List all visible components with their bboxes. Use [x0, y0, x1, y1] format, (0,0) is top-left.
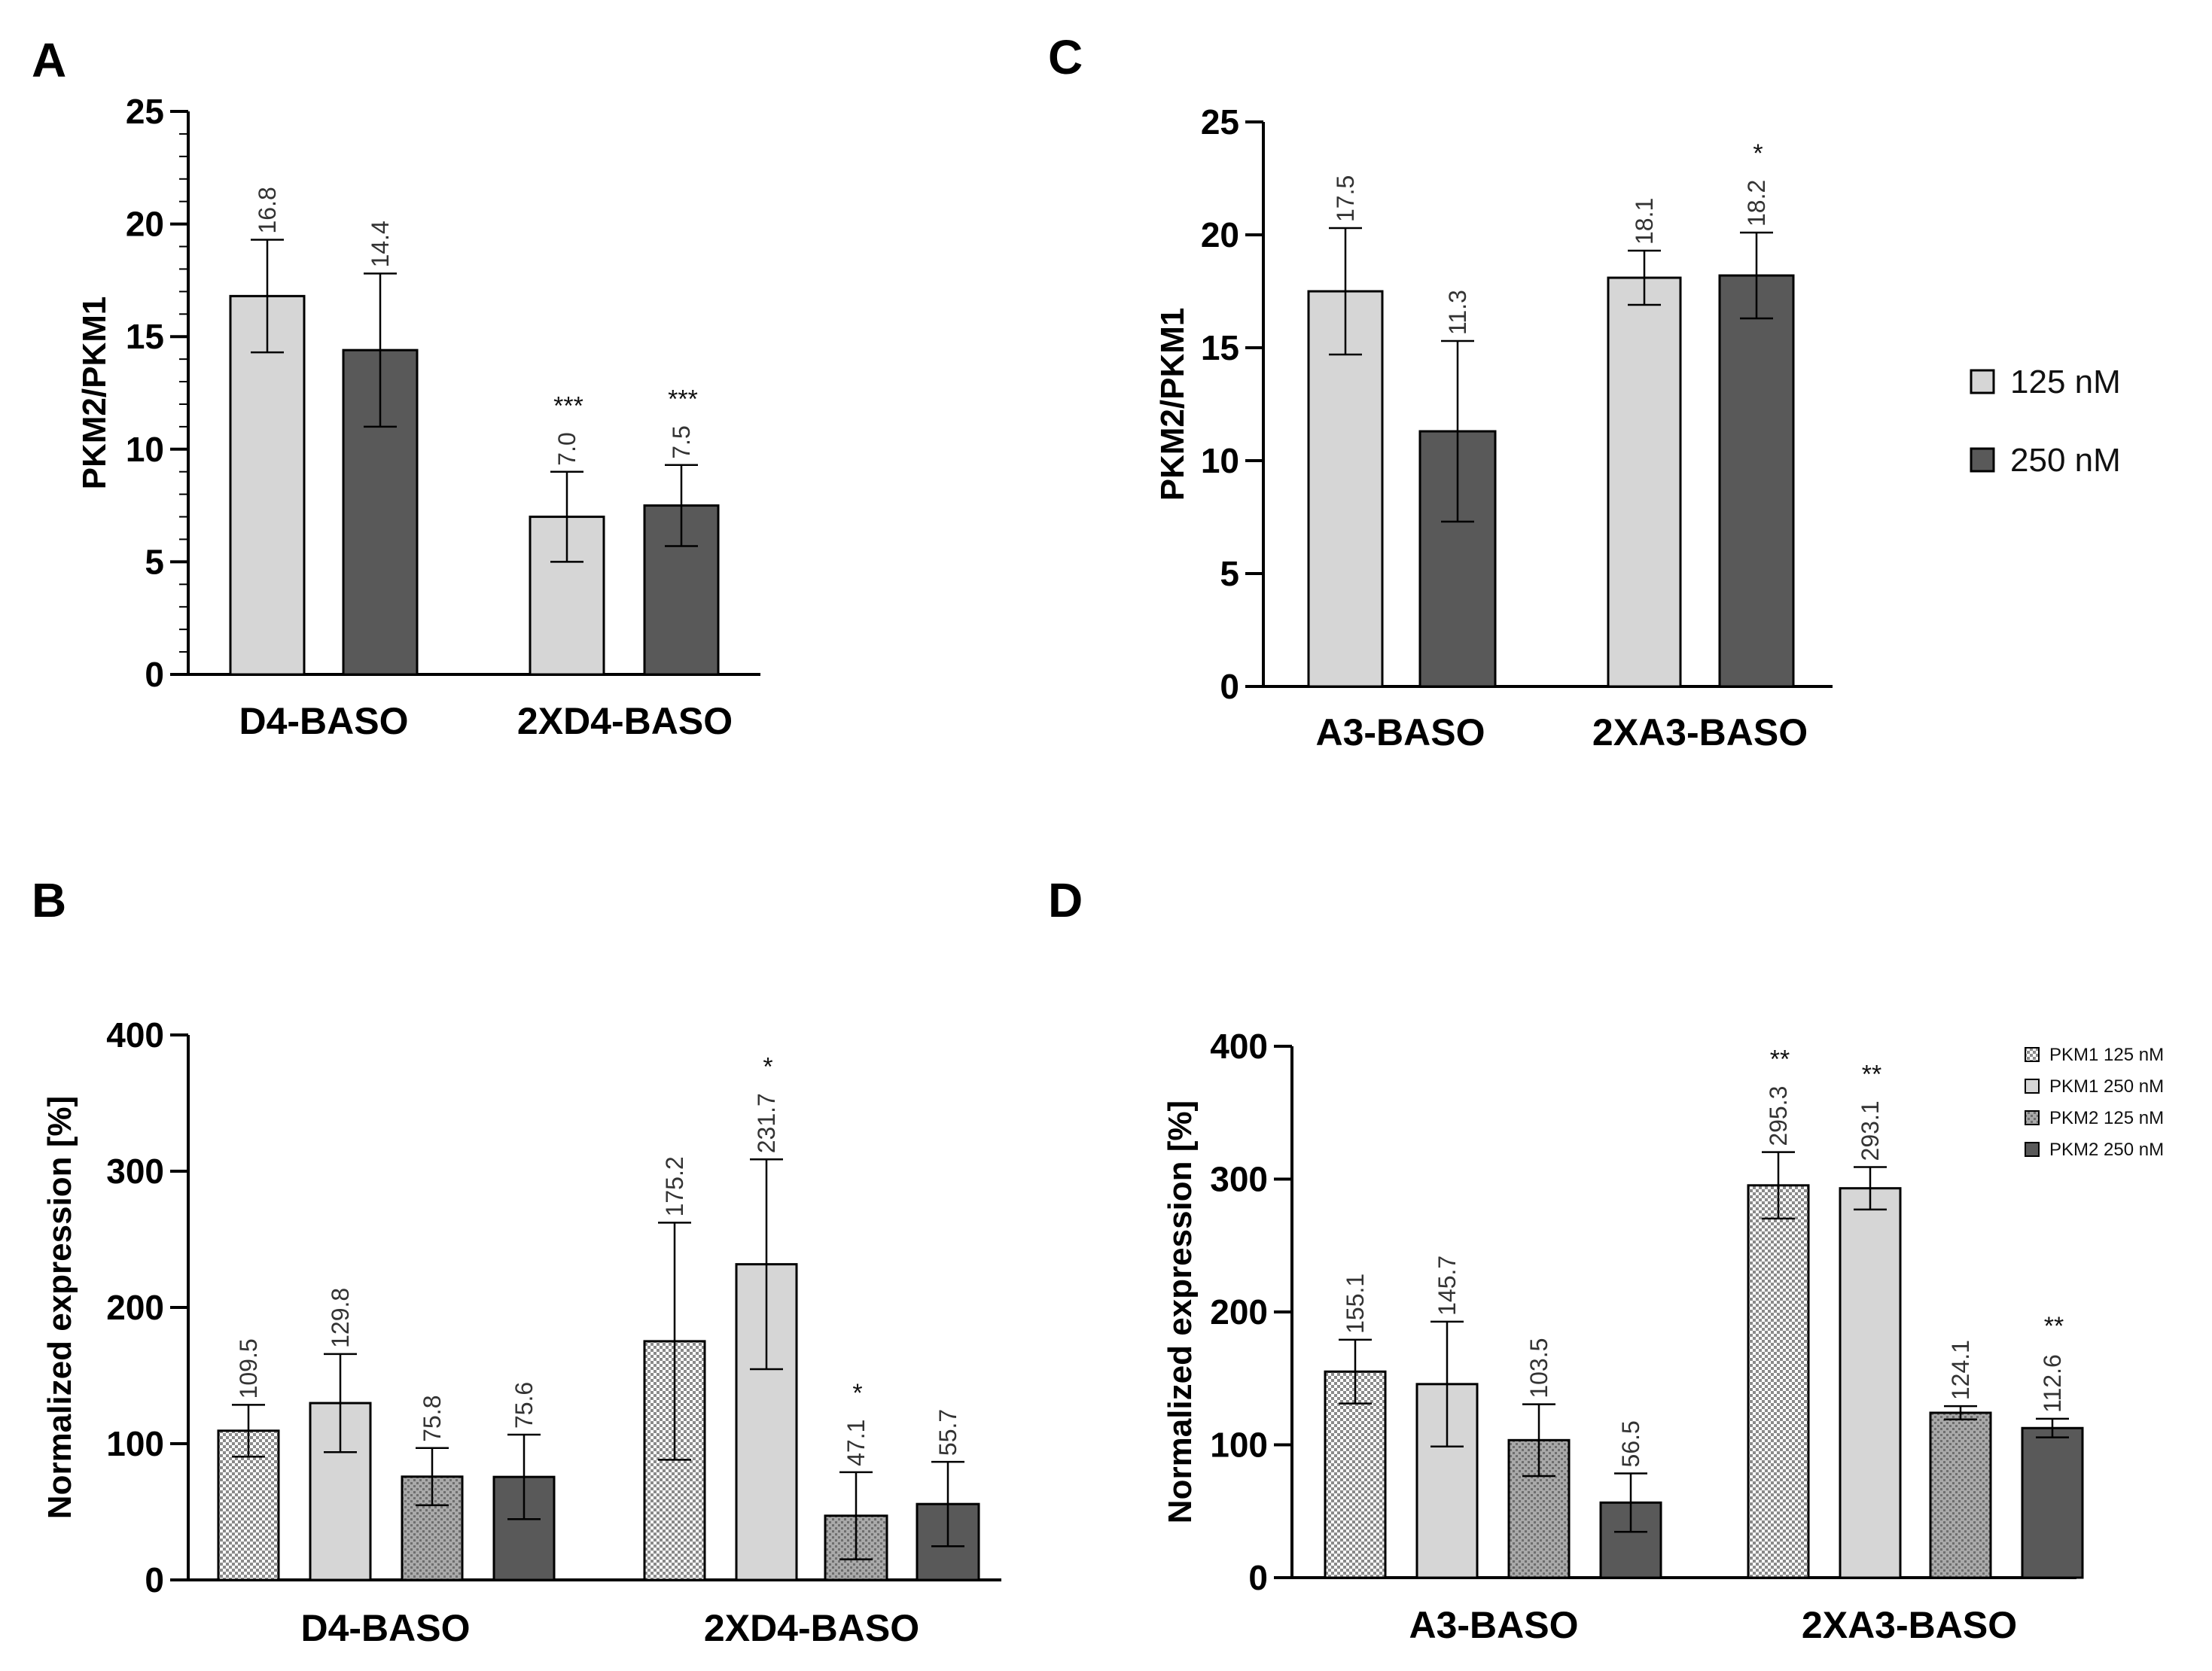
panel-c-ytick-label: 25 — [1201, 102, 1239, 142]
legend-bottom-label-pkm2-125: PKM2 125 nM — [2049, 1108, 2164, 1128]
panel-d-ytick-label: 100 — [1210, 1426, 1268, 1465]
panel-d-ytick-label: 200 — [1210, 1292, 1268, 1332]
legend-bottom-label-pkm1-250: PKM1 250 nM — [2049, 1076, 2164, 1097]
panel-d-ylabel: Normalized expression [%] — [1162, 1100, 1199, 1523]
panel-a-ytick-label: 25 — [126, 92, 164, 131]
panel-a-category-label: D4-BASO — [239, 700, 408, 742]
panel-a-chart: 0 5 10 15 20 25 PKM2/PKM1 D4-BASO 2XD4-BASO 16.8 1… — [76, 92, 760, 742]
panel-d-chart: 0 100 200 300 400 Normalized expression [%] A3… — [1162, 1027, 2084, 1646]
panel-c-bar — [1718, 274, 1795, 688]
panel-c-category-label: 2XA3-BASO — [1592, 711, 1808, 753]
panel-letter-d: D — [1048, 873, 1083, 927]
panel-c-ytick-label: 0 — [1220, 667, 1239, 706]
panel-d-category-label: 2XA3-BASO — [1802, 1604, 2017, 1646]
panel-a-category-label: 2XD4-BASO — [517, 700, 733, 742]
panel-c-ytick-label: 5 — [1220, 554, 1239, 593]
panel-b-value-label: 129.8 — [327, 1288, 354, 1348]
panel-d-value-label: 56.5 — [1617, 1420, 1644, 1467]
legend-top-label-125: 125 nM — [2010, 364, 2121, 400]
panel-d-ytick-label: 300 — [1210, 1160, 1268, 1199]
panel-b-value-label: 109.5 — [235, 1338, 262, 1399]
panel-b-ylabel: Normalized expression [%] — [41, 1096, 78, 1519]
panel-b-ytick-label: 400 — [106, 1015, 164, 1055]
panel-b-chart: 0 100 200 300 400 Normalized expression [%] D4… — [41, 1015, 1001, 1649]
panel-letter-c: C — [1048, 30, 1083, 84]
panel-d-significance: ** — [1770, 1046, 1790, 1074]
panel-a-value-label: 14.4 — [367, 221, 394, 267]
panel-b-value-label: 75.8 — [419, 1396, 446, 1442]
panel-a-ytick-label: 0 — [145, 655, 164, 694]
panel-d-bar — [1747, 1184, 1810, 1579]
panel-letter-a: A — [32, 33, 66, 87]
panel-a-ytick-label: 15 — [126, 317, 164, 356]
panel-d-bar — [2021, 1426, 2084, 1579]
panel-d-bar — [1324, 1370, 1387, 1579]
legend-top-label-250: 250 nM — [2010, 442, 2121, 479]
legend-top: 125 nM 250 nM — [1970, 364, 2121, 479]
panel-b-category-label: 2XD4-BASO — [704, 1607, 919, 1649]
legend-bottom-swatch-pkm2-250 — [2025, 1142, 2040, 1157]
panel-b-ytick-label: 0 — [145, 1560, 164, 1599]
panel-b-value-label: 231.7 — [753, 1093, 780, 1153]
panel-b-value-label: 175.2 — [661, 1156, 688, 1216]
panel-d-value-label: 145.7 — [1434, 1256, 1461, 1316]
panel-d-value-label: 293.1 — [1857, 1100, 1884, 1161]
panel-b-ytick-label: 100 — [106, 1424, 164, 1463]
panel-d-bar — [1929, 1411, 1992, 1579]
panel-a-significance: *** — [553, 392, 583, 421]
panel-d-value-label: 295.3 — [1765, 1086, 1792, 1146]
panel-a-ytick-label: 5 — [145, 542, 164, 581]
panel-b-significance: * — [852, 1379, 862, 1408]
panel-c-category-label: A3-BASO — [1315, 711, 1485, 753]
legend-bottom-swatch-pkm2-125 — [2025, 1110, 2040, 1125]
panel-b-value-label: 75.6 — [510, 1382, 538, 1429]
panel-d-value-label: 103.5 — [1525, 1338, 1552, 1399]
panel-letter-b: B — [32, 873, 66, 927]
panel-a-value-label: 16.8 — [254, 187, 281, 233]
panel-b-value-label: 55.7 — [934, 1409, 961, 1456]
panel-d-significance: ** — [1862, 1060, 1881, 1088]
panel-b-category-label: D4-BASO — [300, 1607, 470, 1649]
legend-top-swatch-250 — [1970, 447, 1995, 473]
panel-d-significance: ** — [2044, 1312, 2064, 1341]
panel-c-bar — [1607, 276, 1682, 688]
panel-c-ytick-label: 15 — [1201, 328, 1239, 367]
panel-b-value-label: 47.1 — [842, 1420, 870, 1466]
legend-top-swatch-125 — [1970, 369, 1995, 394]
legend-bottom-label-pkm1-125: PKM1 125 nM — [2049, 1045, 2164, 1065]
panel-d-value-label: 155.1 — [1342, 1274, 1369, 1334]
panel-c-chart: 0 5 10 15 20 25 PKM2/PKM1 A3-BASO 2XA3-BASO 17.5 1… — [1154, 102, 1833, 753]
panel-a-ytick-label: 20 — [126, 205, 164, 244]
legend-bottom: PKM1 125 nM PKM1 250 nM PKM2 125 nM PKM2… — [2025, 1045, 2164, 1160]
panel-c-value-label: 11.3 — [1444, 290, 1471, 335]
panel-a-significance: *** — [668, 385, 698, 414]
panel-c-value-label: 18.2 — [1743, 180, 1770, 227]
panel-a-ylabel: PKM2/PKM1 — [76, 297, 113, 490]
panel-c-significance: * — [1753, 139, 1763, 168]
panel-d-bar — [1839, 1187, 1902, 1579]
legend-bottom-label-pkm2-250: PKM2 250 nM — [2049, 1140, 2164, 1160]
panel-a-value-label: 7.0 — [553, 432, 580, 465]
panel-c-ytick-label: 10 — [1201, 441, 1239, 480]
panel-d-value-label: 112.6 — [2039, 1354, 2066, 1413]
panel-c-ytick-label: 20 — [1201, 215, 1239, 254]
panel-d-ytick-label: 0 — [1248, 1558, 1268, 1597]
panel-b-ytick-label: 300 — [106, 1152, 164, 1191]
panel-a-bar — [229, 294, 306, 676]
legend-bottom-swatch-pkm1-125 — [2025, 1047, 2040, 1062]
panel-c-bar — [1307, 290, 1384, 688]
panel-d-ytick-label: 400 — [1210, 1027, 1268, 1066]
panel-c-value-label: 18.1 — [1631, 198, 1658, 245]
panel-b-ytick-label: 200 — [106, 1288, 164, 1327]
panel-d-category-label: A3-BASO — [1409, 1604, 1578, 1646]
panel-c-ylabel: PKM2/PKM1 — [1154, 308, 1191, 501]
panel-c-value-label: 17.5 — [1332, 175, 1359, 222]
legend-bottom-swatch-pkm1-250 — [2025, 1079, 2040, 1094]
panel-d-value-label: 124.1 — [1947, 1340, 1974, 1400]
panel-a-ytick-label: 10 — [126, 430, 164, 469]
panel-a-value-label: 7.5 — [668, 425, 695, 458]
panel-b-significance: * — [763, 1052, 772, 1081]
